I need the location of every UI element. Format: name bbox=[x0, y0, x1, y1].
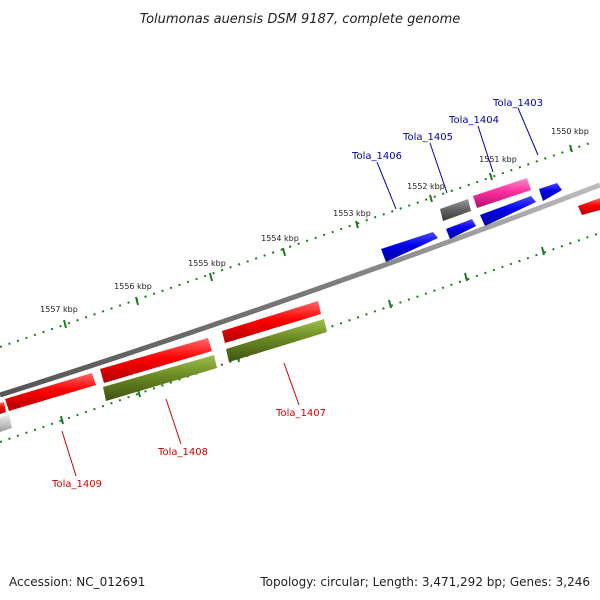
map-title: Tolumonas auensis DSM 9187, complete gen… bbox=[140, 12, 461, 27]
gene-label-tola-1403[interactable]: Tola_1403 bbox=[492, 98, 543, 109]
scale-labels: 1550 kbp 1551 kbp 1552 kbp 1553 kbp 1554… bbox=[40, 127, 589, 314]
scale-label-1557: 1557 kbp bbox=[40, 305, 78, 314]
gene-tola-1407-reverse-arrow[interactable] bbox=[226, 319, 327, 362]
accession-text: Accession: NC_012691 bbox=[9, 575, 145, 589]
gene-label-tola-1406[interactable]: Tola_1406 bbox=[351, 151, 402, 162]
gene-tola-1408-forward-arrow[interactable] bbox=[100, 338, 212, 383]
gene-labels: Tola_1403 Tola_1404 Tola_1405 Tola_1406 … bbox=[51, 98, 543, 490]
gene-red-arrow-right[interactable] bbox=[578, 198, 600, 215]
genome-backbone bbox=[0, 182, 600, 398]
gene-tola-1409-forward-arrow[interactable] bbox=[5, 373, 96, 411]
gene-tola-1407-forward-arrow[interactable] bbox=[222, 301, 321, 343]
scale-label-1554: 1554 kbp bbox=[261, 234, 299, 243]
gene-blue-arrow-3[interactable] bbox=[480, 196, 536, 226]
gene-label-tola-1408[interactable]: Tola_1408 bbox=[157, 447, 208, 458]
label-leader-lines bbox=[61, 107, 539, 477]
outer-major-ticks bbox=[63, 144, 573, 329]
gene-label-tola-1407[interactable]: Tola_1407 bbox=[275, 408, 326, 419]
gene-tola-1405-arrow[interactable] bbox=[440, 199, 471, 221]
reverse-strand-genes bbox=[0, 319, 327, 432]
topology-text: Topology: circular; Length: 3,471,292 bp… bbox=[259, 575, 590, 589]
gene-label-tola-1409[interactable]: Tola_1409 bbox=[51, 479, 102, 490]
gene-label-tola-1404[interactable]: Tola_1404 bbox=[448, 115, 499, 126]
gene-tola-1408-reverse-arrow[interactable] bbox=[103, 355, 217, 401]
gene-label-tola-1405[interactable]: Tola_1405 bbox=[402, 132, 453, 143]
scale-label-1555: 1555 kbp bbox=[188, 259, 226, 268]
gene-tola-1406-arrow[interactable] bbox=[381, 232, 438, 262]
gene-blue-arrow-2[interactable] bbox=[446, 219, 476, 239]
scale-label-1553: 1553 kbp bbox=[333, 209, 371, 218]
forward-strand-genes bbox=[0, 178, 600, 414]
gene-red-arrow-left[interactable] bbox=[0, 402, 6, 414]
gene-tola-1403-arrow[interactable] bbox=[539, 183, 562, 201]
scale-label-1552: 1552 kbp bbox=[407, 182, 445, 191]
gene-grey-arrow-left[interactable] bbox=[0, 414, 12, 432]
scale-label-1556: 1556 kbp bbox=[114, 282, 152, 291]
scale-label-1551: 1551 kbp bbox=[479, 155, 517, 164]
gene-tola-1404-arrow[interactable] bbox=[473, 178, 531, 208]
scale-label-1550: 1550 kbp bbox=[551, 127, 589, 136]
